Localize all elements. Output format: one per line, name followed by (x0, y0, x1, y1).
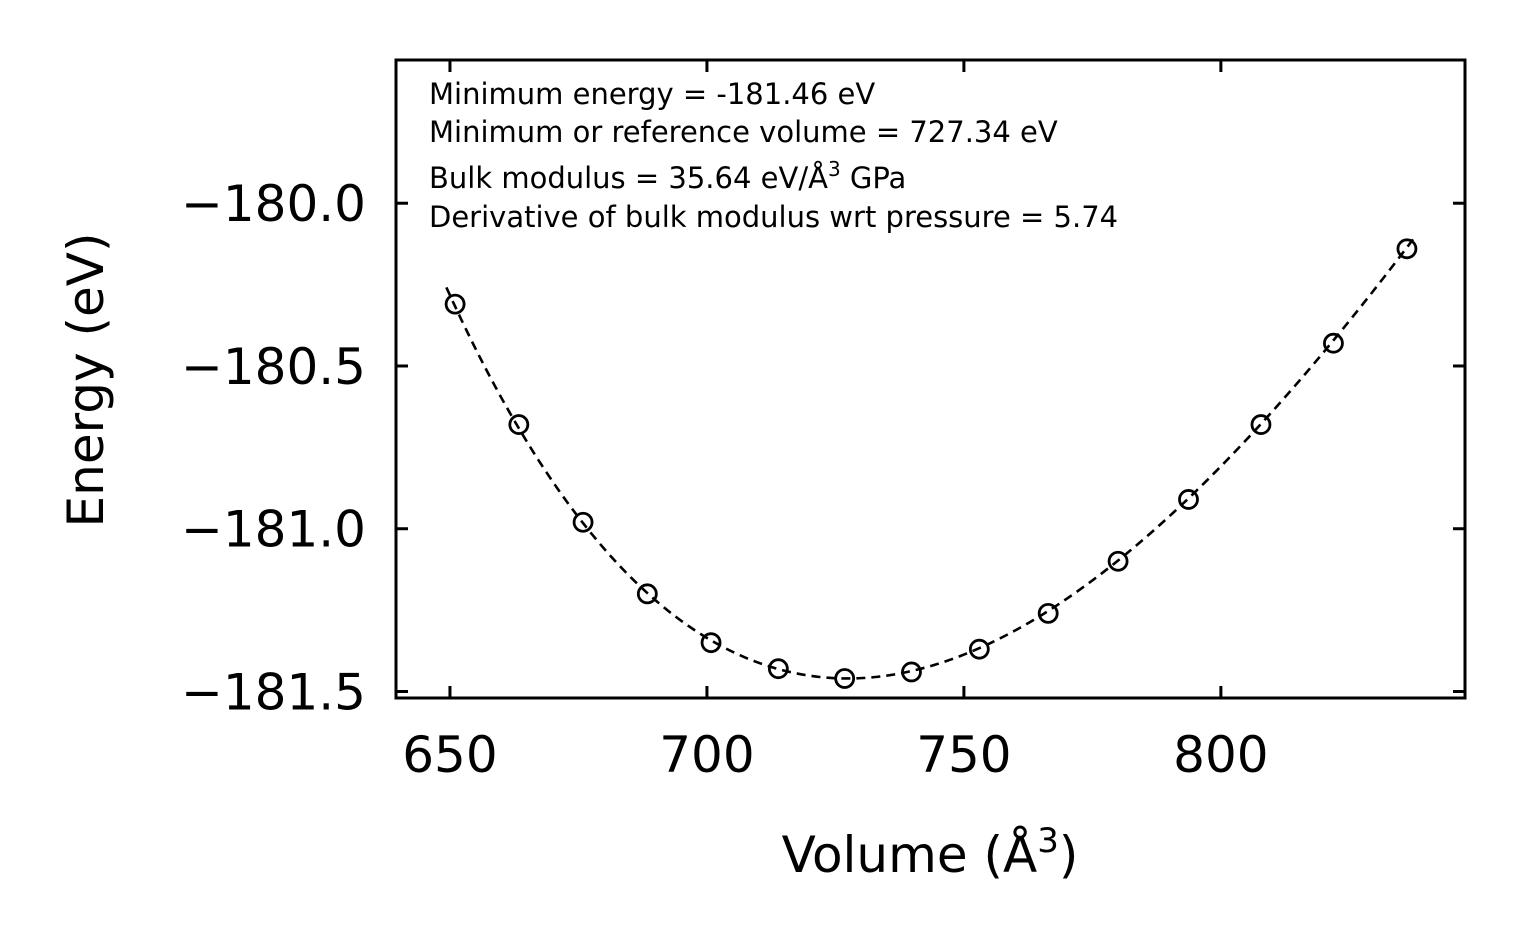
data-point (572, 511, 594, 533)
data-point (901, 661, 922, 683)
x-axis-title-main: Volume (Å (782, 826, 1038, 884)
annotation-bulk-modulus-sup: 3 (828, 157, 841, 181)
y-tick-label: −181.0 (181, 501, 366, 559)
data-point (444, 293, 466, 315)
x-tick-label: 650 (402, 726, 497, 784)
annotation-min-energy: Minimum energy = -181.46 eV (429, 77, 875, 111)
x-tick-label: 800 (1173, 726, 1268, 784)
y-tick-label: −180.5 (181, 338, 366, 396)
fit-curve (445, 234, 1418, 680)
data-point (700, 632, 722, 654)
data-point (834, 668, 856, 689)
annotation-bulk-modulus-suffix: GPa (841, 161, 907, 195)
y-axis-title: Energy (eV) (57, 233, 115, 528)
axis-ticks (396, 60, 1465, 698)
data-point (508, 414, 530, 435)
data-point (1396, 238, 1418, 260)
data-point (1037, 602, 1059, 624)
data-point (1250, 414, 1272, 435)
plot-frame (394, 58, 1467, 700)
data-point (1107, 550, 1129, 572)
annotation-bulk-modulus: Bulk modulus = 35.64 eV/Å3 GPa (429, 157, 906, 195)
x-tick-label: 750 (916, 726, 1011, 784)
data-point (636, 583, 658, 605)
data-points (444, 238, 1418, 689)
data-point (1178, 489, 1199, 510)
annotation-min-volume: Minimum or reference volume = 727.34 eV (429, 115, 1058, 149)
x-axis-title: Volume (Å3) (782, 821, 1079, 884)
y-tick-label: −180.0 (181, 175, 366, 233)
data-point (968, 638, 990, 660)
annotations: Minimum energy = -181.46 eV Minimum or r… (429, 77, 1118, 234)
data-point (767, 658, 789, 680)
tick-labels: 650 700 750 800 −180.0 −180.5 −181.0 −181.5 (181, 175, 1269, 784)
annotation-bulk-derivative: Derivative of bulk modulus wrt pressure … (429, 200, 1118, 234)
y-tick-label: −181.5 (181, 663, 366, 721)
data-point (1323, 332, 1344, 354)
x-tick-label: 700 (659, 726, 754, 784)
x-axis-title-end: ) (1059, 826, 1079, 884)
annotation-bulk-modulus-text: Bulk modulus = 35.64 eV/Å (429, 161, 828, 195)
x-axis-title-sup: 3 (1037, 821, 1059, 861)
